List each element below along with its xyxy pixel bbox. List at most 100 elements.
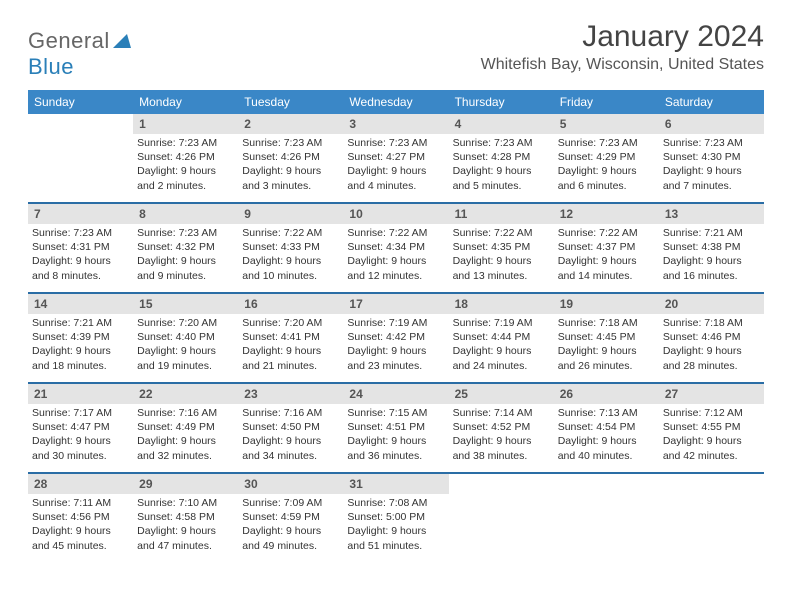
daylight-text: Daylight: 9 hours xyxy=(137,254,234,268)
sunset-text: Sunset: 5:00 PM xyxy=(347,510,444,524)
day-body: Sunrise: 7:23 AMSunset: 4:30 PMDaylight:… xyxy=(659,134,764,197)
daylight-text: Daylight: 9 hours xyxy=(242,524,339,538)
daylight-text: and 32 minutes. xyxy=(137,449,234,463)
calendar-cell: 9Sunrise: 7:22 AMSunset: 4:33 PMDaylight… xyxy=(238,204,343,292)
daylight-text: and 10 minutes. xyxy=(242,269,339,283)
sunrise-text: Sunrise: 7:16 AM xyxy=(137,406,234,420)
day-number: 21 xyxy=(28,384,133,404)
daylight-text: and 34 minutes. xyxy=(242,449,339,463)
calendar-cell: . xyxy=(659,474,764,562)
sunset-text: Sunset: 4:54 PM xyxy=(558,420,655,434)
sunset-text: Sunset: 4:45 PM xyxy=(558,330,655,344)
daylight-text: Daylight: 9 hours xyxy=(137,434,234,448)
sunset-text: Sunset: 4:31 PM xyxy=(32,240,129,254)
calendar-cell: 16Sunrise: 7:20 AMSunset: 4:41 PMDayligh… xyxy=(238,294,343,382)
daylight-text: Daylight: 9 hours xyxy=(32,524,129,538)
calendar-cell: 5Sunrise: 7:23 AMSunset: 4:29 PMDaylight… xyxy=(554,114,659,202)
daylight-text: Daylight: 9 hours xyxy=(453,344,550,358)
sunrise-text: Sunrise: 7:21 AM xyxy=(663,226,760,240)
sunrise-text: Sunrise: 7:20 AM xyxy=(242,316,339,330)
daylight-text: Daylight: 9 hours xyxy=(242,434,339,448)
daylight-text: and 5 minutes. xyxy=(453,179,550,193)
dow-label: Saturday xyxy=(659,90,764,114)
day-body: Sunrise: 7:11 AMSunset: 4:56 PMDaylight:… xyxy=(28,494,133,557)
day-body: Sunrise: 7:21 AMSunset: 4:39 PMDaylight:… xyxy=(28,314,133,377)
sunrise-text: Sunrise: 7:17 AM xyxy=(32,406,129,420)
sunrise-text: Sunrise: 7:12 AM xyxy=(663,406,760,420)
daylight-text: Daylight: 9 hours xyxy=(453,434,550,448)
daylight-text: and 7 minutes. xyxy=(663,179,760,193)
day-number: 9 xyxy=(238,204,343,224)
calendar-cell: 14Sunrise: 7:21 AMSunset: 4:39 PMDayligh… xyxy=(28,294,133,382)
calendar-cell: 27Sunrise: 7:12 AMSunset: 4:55 PMDayligh… xyxy=(659,384,764,472)
sunrise-text: Sunrise: 7:19 AM xyxy=(453,316,550,330)
day-body: Sunrise: 7:23 AMSunset: 4:26 PMDaylight:… xyxy=(238,134,343,197)
daylight-text: Daylight: 9 hours xyxy=(453,164,550,178)
day-body: Sunrise: 7:08 AMSunset: 5:00 PMDaylight:… xyxy=(343,494,448,557)
day-body: Sunrise: 7:18 AMSunset: 4:46 PMDaylight:… xyxy=(659,314,764,377)
calendar-cell: 30Sunrise: 7:09 AMSunset: 4:59 PMDayligh… xyxy=(238,474,343,562)
daylight-text: Daylight: 9 hours xyxy=(137,164,234,178)
daylight-text: and 4 minutes. xyxy=(347,179,444,193)
day-number: 1 xyxy=(133,114,238,134)
daylight-text: Daylight: 9 hours xyxy=(663,344,760,358)
calendar-cell: 7Sunrise: 7:23 AMSunset: 4:31 PMDaylight… xyxy=(28,204,133,292)
sunrise-text: Sunrise: 7:18 AM xyxy=(663,316,760,330)
sunset-text: Sunset: 4:38 PM xyxy=(663,240,760,254)
sunrise-text: Sunrise: 7:08 AM xyxy=(347,496,444,510)
daylight-text: Daylight: 9 hours xyxy=(663,434,760,448)
calendar-cell: 13 Sunrise: 7:21 AMSunset: 4:38 PMDayligh… xyxy=(659,204,764,292)
daylight-text: Daylight: 9 hours xyxy=(347,434,444,448)
calendar-cell: 3Sunrise: 7:23 AMSunset: 4:27 PMDaylight… xyxy=(343,114,448,202)
sunrise-text: Sunrise: 7:10 AM xyxy=(137,496,234,510)
daylight-text: and 2 minutes. xyxy=(137,179,234,193)
day-body: Sunrise: 7:17 AMSunset: 4:47 PMDaylight:… xyxy=(28,404,133,467)
day-body: Sunrise: 7:22 AMSunset: 4:34 PMDaylight:… xyxy=(343,224,448,287)
calendar-cell: 24Sunrise: 7:15 AMSunset: 4:51 PMDayligh… xyxy=(343,384,448,472)
calendar-cell: 17Sunrise: 7:19 AMSunset: 4:42 PMDayligh… xyxy=(343,294,448,382)
sunrise-text: Sunrise: 7:23 AM xyxy=(453,136,550,150)
day-body: Sunrise: 7:20 AMSunset: 4:41 PMDaylight:… xyxy=(238,314,343,377)
daylight-text: and 45 minutes. xyxy=(32,539,129,553)
day-number: 4 xyxy=(449,114,554,134)
calendar-week: .1Sunrise: 7:23 AMSunset: 4:26 PMDayligh… xyxy=(28,114,764,204)
day-body: Sunrise: 7:23 AMSunset: 4:26 PMDaylight:… xyxy=(133,134,238,197)
sunset-text: Sunset: 4:49 PM xyxy=(137,420,234,434)
sunrise-text: Sunrise: 7:09 AM xyxy=(242,496,339,510)
day-body: Sunrise: 7:23 AMSunset: 4:29 PMDaylight:… xyxy=(554,134,659,197)
daylight-text: Daylight: 9 hours xyxy=(663,254,760,268)
calendar-cell: 23Sunrise: 7:16 AMSunset: 4:50 PMDayligh… xyxy=(238,384,343,472)
sunset-text: Sunset: 4:56 PM xyxy=(32,510,129,524)
daylight-text: and 3 minutes. xyxy=(242,179,339,193)
day-number: 7 xyxy=(28,204,133,224)
sunset-text: Sunset: 4:46 PM xyxy=(663,330,760,344)
calendar-cell: 2Sunrise: 7:23 AMSunset: 4:26 PMDaylight… xyxy=(238,114,343,202)
day-number: 31 xyxy=(343,474,448,494)
daylight-text: and 23 minutes. xyxy=(347,359,444,373)
sunset-text: Sunset: 4:35 PM xyxy=(453,240,550,254)
day-number: 26 xyxy=(554,384,659,404)
daylight-text: Daylight: 9 hours xyxy=(347,164,444,178)
sunrise-text: Sunrise: 7:23 AM xyxy=(663,136,760,150)
sunrise-text: Sunrise: 7:11 AM xyxy=(32,496,129,510)
sunrise-text: Sunrise: 7:22 AM xyxy=(453,226,550,240)
calendar-cell: 26Sunrise: 7:13 AMSunset: 4:54 PMDayligh… xyxy=(554,384,659,472)
calendar-cell: 1Sunrise: 7:23 AMSunset: 4:26 PMDaylight… xyxy=(133,114,238,202)
day-body: Sunrise: 7:23 AMSunset: 4:31 PMDaylight:… xyxy=(28,224,133,287)
sunset-text: Sunset: 4:55 PM xyxy=(663,420,760,434)
calendar-cell: . xyxy=(28,114,133,202)
daylight-text: and 51 minutes. xyxy=(347,539,444,553)
daylight-text: and 9 minutes. xyxy=(137,269,234,283)
sunset-text: Sunset: 4:44 PM xyxy=(453,330,550,344)
day-body: Sunrise: 7:15 AMSunset: 4:51 PMDaylight:… xyxy=(343,404,448,467)
day-of-week-header: SundayMondayTuesdayWednesdayThursdayFrid… xyxy=(28,90,764,114)
daylight-text: and 38 minutes. xyxy=(453,449,550,463)
day-body: Sunrise: 7:10 AMSunset: 4:58 PMDaylight:… xyxy=(133,494,238,557)
day-number: 13 xyxy=(659,204,764,224)
logo-triangle-icon xyxy=(113,28,131,53)
sunset-text: Sunset: 4:39 PM xyxy=(32,330,129,344)
sunrise-text: Sunrise: 7:21 AM xyxy=(32,316,129,330)
daylight-text: and 14 minutes. xyxy=(558,269,655,283)
calendar-week: 14Sunrise: 7:21 AMSunset: 4:39 PMDayligh… xyxy=(28,294,764,384)
day-body: Sunrise: 7:23 AMSunset: 4:28 PMDaylight:… xyxy=(449,134,554,197)
